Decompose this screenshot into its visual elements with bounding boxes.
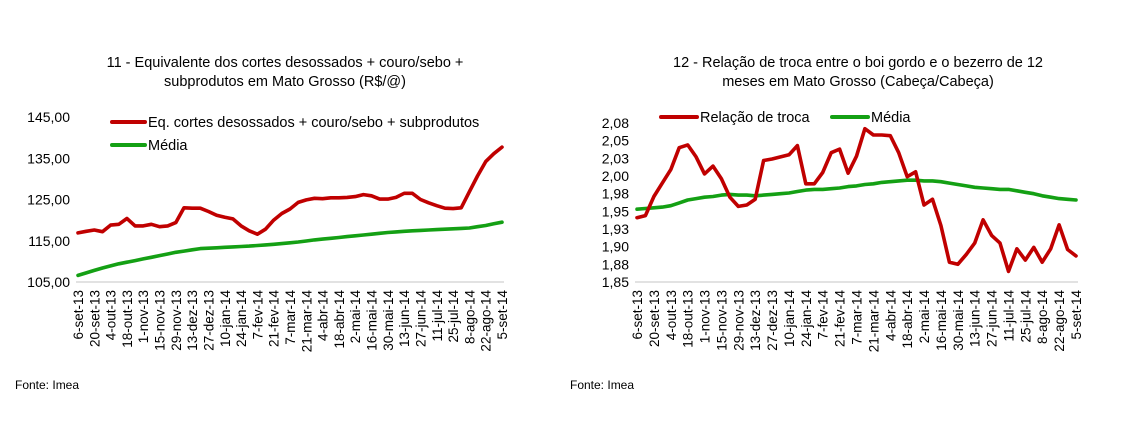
legend-label-media: Média [871, 110, 911, 126]
x-tick-label: 18-out-13 [681, 290, 696, 348]
source-note: Fonte: Imea [570, 378, 634, 392]
x-tick-label: 13-dez-13 [185, 290, 200, 351]
x-tick-label: 5-set-14 [495, 290, 510, 340]
y-tick-label: 2,08 [602, 115, 629, 131]
y-tick-label: 1,88 [602, 256, 629, 272]
x-tick-label: 30-mai-14 [951, 290, 966, 351]
x-tick-label: 4-abr-14 [316, 290, 331, 342]
x-tick-label: 29-nov-13 [731, 290, 746, 351]
x-tick-label: 10-jan-14 [218, 290, 233, 348]
y-tick-label: 135,00 [27, 150, 70, 166]
x-tick-label: 2-mai-14 [917, 290, 932, 344]
x-tick-label: 7-mar-14 [850, 290, 865, 345]
series-line-media [635, 178, 1078, 211]
x-tick-label: 29-nov-13 [169, 290, 184, 351]
x-tick-label: 16-mai-14 [934, 290, 949, 351]
y-tick-label: 1,85 [602, 274, 629, 290]
legend-label-series: Eq. cortes desossados + couro/sebo + sub… [148, 115, 479, 131]
x-tick-label: 10-jan-14 [782, 290, 797, 348]
y-tick-label: 105,00 [27, 274, 70, 290]
x-tick-label: 7-fev-14 [250, 290, 265, 340]
x-tick-label: 20-set-13 [87, 290, 102, 347]
x-tick-label: 5-set-14 [1069, 290, 1084, 340]
y-tick-label: 125,00 [27, 192, 70, 208]
chart-left: 11 - Equivalente dos cortes desossados +… [15, 55, 510, 392]
x-tick-label: 18-abr-14 [332, 290, 347, 349]
plot-area: 1,85 1,881,90 1,93 1,951,98 2,00 2,032,05 2,08… [602, 115, 1084, 352]
chart-title-line-1: 11 - Equivalente dos cortes desossados +… [107, 55, 464, 71]
x-tick-label: 24-jan-14 [799, 290, 814, 348]
y-tick-label: 145,00 [27, 109, 70, 125]
y-tick-label: 1,98 [602, 186, 629, 202]
x-tick-label: 11-jul-14 [430, 290, 445, 342]
chart-right: 12 - Relação de troca entre o boi gordo … [570, 55, 1084, 392]
x-tick-label: 16-mai-14 [365, 290, 380, 351]
x-tick-label: 2-mai-14 [348, 290, 363, 344]
x-tick-label: 4-out-13 [104, 290, 119, 340]
x-tick-label: 4-out-13 [664, 290, 679, 340]
x-tick-label: 22-ago-14 [1052, 290, 1067, 352]
x-tick-label: 7-fev-14 [816, 290, 831, 340]
y-tick-label: 1,90 [602, 239, 629, 255]
y-tick-label: 1,95 [602, 203, 629, 219]
x-tick-label: 13-dez-13 [748, 290, 763, 351]
x-tick-label: 21-mar-14 [299, 290, 314, 353]
x-tick-label: 18-out-13 [120, 290, 135, 348]
x-tick-label: 30-mai-14 [381, 290, 396, 351]
x-tick-label: 7-mar-14 [283, 290, 298, 345]
x-tick-label: 20-set-13 [647, 290, 662, 347]
x-tick-label: 8-ago-14 [462, 290, 477, 345]
y-tick-label: 115,00 [28, 233, 70, 249]
x-tick-label: 27-dez-13 [765, 290, 780, 351]
x-tick-label: 1-nov-13 [136, 290, 151, 343]
chart-title-line-2: meses em Mato Grosso (Cabeça/Cabeça) [722, 74, 994, 90]
x-tick-label: 11-jul-14 [1001, 290, 1016, 342]
legend-label-series: Relação de troca [700, 110, 811, 126]
y-tick-label: 1,93 [602, 221, 629, 237]
y-tick-label: 2,00 [602, 168, 629, 184]
x-tick-label: 1-nov-13 [698, 290, 713, 343]
x-tick-label: 18-abr-14 [900, 290, 915, 349]
x-tick-label: 8-ago-14 [1035, 290, 1050, 345]
chart-title-line-2: subprodutos em Mato Grosso (R$/@) [164, 74, 406, 90]
x-tick-label: 24-jan-14 [234, 290, 249, 348]
x-tick-label: 15-nov-13 [714, 290, 729, 351]
series-line-media [76, 220, 504, 278]
x-tick-label: 22-ago-14 [479, 290, 494, 352]
x-tick-label: 27-jun-14 [413, 290, 428, 348]
plot-area: 105,00 115,00 125,00 135,00 145,00 6-set-13 20… [27, 109, 510, 352]
y-tick-label: 2,03 [602, 150, 629, 166]
x-tick-label: 27-dez-13 [201, 290, 216, 351]
x-tick-label: 6-set-13 [630, 290, 645, 340]
x-tick-label: 15-nov-13 [153, 290, 168, 351]
series-line-main [635, 126, 1078, 274]
x-tick-label: 21-fev-14 [833, 290, 848, 348]
x-tick-label: 13-jun-14 [397, 290, 412, 348]
x-tick-label: 25-jul-14 [446, 290, 461, 343]
chart-title-line-1: 12 - Relação de troca entre o boi gordo … [673, 55, 1043, 71]
x-tick-label: 21-mar-14 [866, 290, 881, 353]
legend-label-media: Média [148, 138, 188, 154]
x-tick-label: 25-jul-14 [1018, 290, 1033, 343]
y-tick-label: 2,05 [602, 133, 629, 149]
x-tick-label: 21-fev-14 [267, 290, 282, 348]
series-line-main [76, 145, 504, 236]
x-tick-label: 6-set-13 [71, 290, 86, 340]
x-tick-label: 4-abr-14 [883, 290, 898, 342]
x-tick-label: 27-jun-14 [985, 290, 1000, 348]
legend: Relação de troca Média [659, 110, 911, 126]
legend: Eq. cortes desossados + couro/sebo + sub… [110, 115, 479, 154]
x-tick-label: 13-jun-14 [968, 290, 983, 348]
source-note: Fonte: Imea [15, 378, 79, 392]
